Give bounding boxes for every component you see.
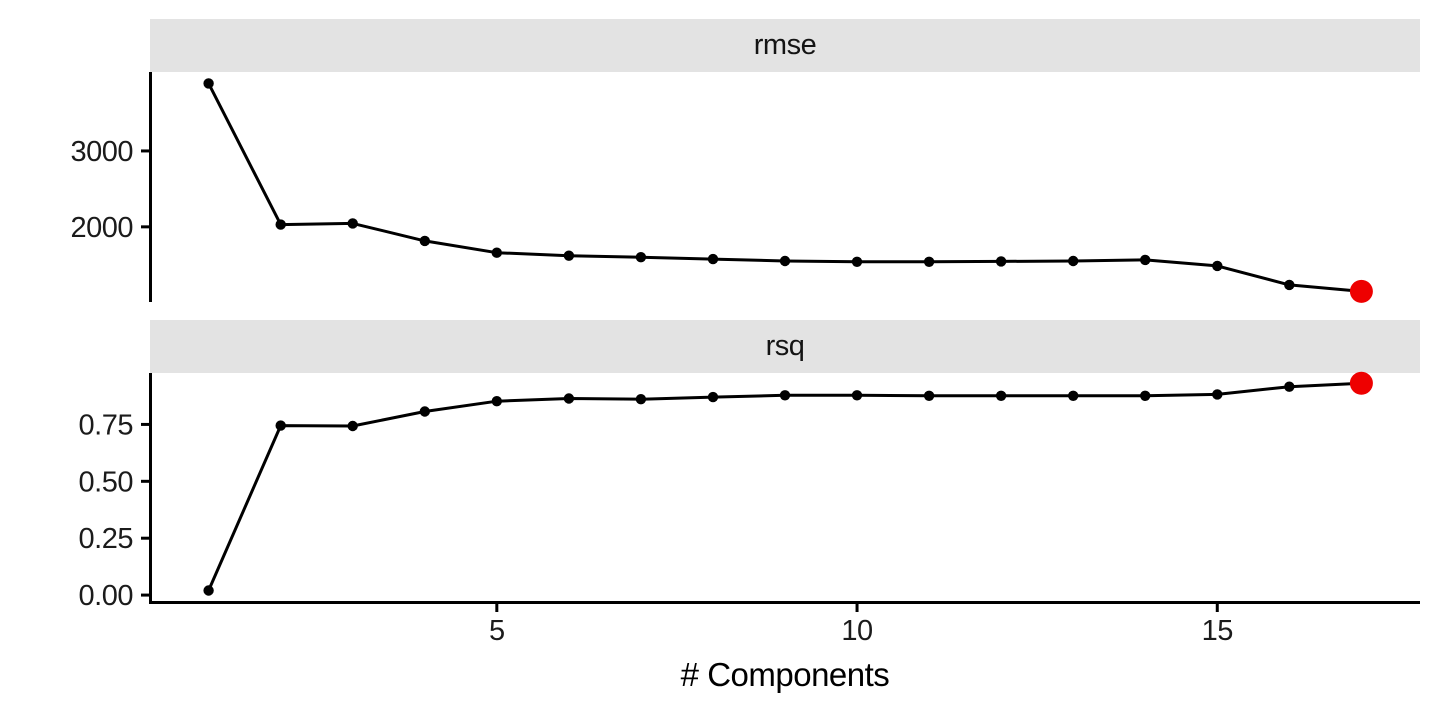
data-point-rmse — [779, 255, 791, 267]
data-point-rmse — [851, 256, 863, 267]
x-tick-label: 15 — [1202, 615, 1233, 647]
data-point-rmse — [419, 235, 430, 247]
data-point-rmse — [491, 247, 502, 258]
facet-strip-rmse: rmse — [150, 19, 1420, 72]
y-tick-label-rsq: 0.50 — [79, 466, 133, 498]
y-tick-label-rsq: 0.75 — [79, 409, 133, 441]
highlight-point-rmse — [1349, 279, 1373, 303]
data-point-rmse — [1212, 260, 1223, 272]
data-point-rsq — [203, 585, 214, 596]
data-point-rsq — [635, 394, 647, 405]
y-tick-label-rsq: 0.25 — [79, 523, 133, 555]
data-point-rmse — [1068, 255, 1079, 267]
facet-title-rmse: rmse — [753, 29, 817, 61]
facet-strip-rsq: rsq — [150, 320, 1420, 373]
data-point-rmse — [563, 250, 575, 261]
data-point-rsq — [707, 391, 719, 403]
y-tick-label-rsq: 0.00 — [79, 580, 133, 612]
data-point-rmse — [923, 256, 935, 267]
x-tick-label: 5 — [489, 615, 505, 647]
data-point-rmse — [995, 256, 1007, 267]
data-point-rmse — [1284, 279, 1295, 291]
data-point-rmse — [707, 253, 719, 265]
data-point-rsq — [851, 390, 863, 401]
data-point-rsq — [995, 390, 1007, 401]
data-point-rmse — [275, 219, 286, 230]
x-axis-title: # Components — [680, 656, 890, 693]
x-tick-label: 10 — [841, 615, 872, 647]
data-point-rsq — [1284, 381, 1295, 392]
data-point-rmse — [203, 78, 214, 89]
data-point-rmse — [1140, 254, 1151, 266]
series-line-rsq — [207, 381, 1362, 592]
data-point-rsq — [923, 390, 935, 401]
data-point-rsq — [1212, 389, 1223, 400]
facet-title-rsq: rsq — [765, 330, 805, 362]
highlight-point-rsq — [1349, 371, 1373, 395]
y-tick-label-rmse: 2000 — [70, 212, 133, 244]
data-point-rsq — [779, 390, 791, 401]
data-point-rsq — [1140, 390, 1151, 401]
data-point-rsq — [419, 406, 430, 417]
y-tick-label-rmse: 3000 — [70, 136, 133, 168]
data-point-rmse — [635, 252, 647, 263]
data-point-rsq — [563, 393, 575, 404]
data-point-rsq — [1068, 390, 1079, 401]
data-point-rsq — [491, 396, 502, 407]
data-point-rmse — [347, 218, 358, 229]
data-point-rsq — [275, 420, 286, 431]
data-point-rsq — [347, 420, 358, 432]
